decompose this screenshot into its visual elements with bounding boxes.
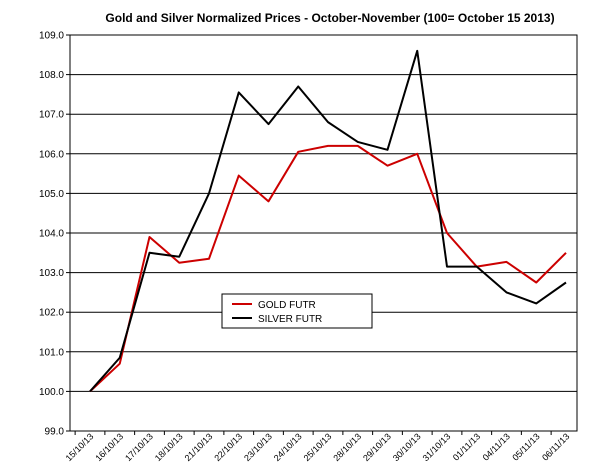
- x-tick-label: 06/11/13: [540, 431, 571, 462]
- x-tick-label: 04/11/13: [481, 431, 512, 462]
- series-lines: [89, 49, 567, 393]
- legend-box: [221, 293, 373, 329]
- y-tick-label: 105.0: [39, 189, 64, 200]
- x-tick-label: 01/11/13: [451, 431, 482, 462]
- y-tick-label: 108.0: [39, 70, 64, 81]
- x-tick-label: 31/10/13: [421, 431, 453, 463]
- x-tick-label: 25/10/13: [302, 431, 334, 463]
- x-tick-label: 18/10/13: [153, 431, 185, 463]
- x-tick-label: 28/10/13: [331, 431, 363, 463]
- x-tick-label: 15/10/13: [64, 431, 96, 463]
- legend-label-silver: SILVER FUTR: [258, 314, 322, 325]
- y-tick-label: 99.0: [45, 427, 65, 438]
- y-tick-label: 104.0: [39, 229, 64, 240]
- y-axis: 99.0 100.0 101.0 102.0 103.0 104.0 105.0 106.0 1…: [39, 31, 70, 438]
- x-axis: 15/10/1316/10/1317/10/1318/10/1321/10/13…: [64, 431, 571, 463]
- series-line-silver: [89, 49, 567, 393]
- x-tick-label: 22/10/13: [212, 431, 244, 463]
- x-tick-label: 16/10/13: [93, 431, 125, 463]
- y-tick-label: 106.0: [39, 149, 64, 160]
- series-line-gold: [89, 144, 567, 393]
- legend: GOLD FUTR SILVER FUTR: [221, 293, 373, 329]
- y-tick-label: 102.0: [39, 308, 64, 319]
- y-tick-label: 107.0: [39, 110, 64, 121]
- x-tick-label: 29/10/13: [361, 431, 393, 463]
- chart-title: Gold and Silver Normalized Prices - Octo…: [105, 11, 554, 25]
- gridlines: [70, 74, 577, 392]
- x-tick-label: 21/10/13: [183, 431, 215, 463]
- x-tick-label: 17/10/13: [123, 431, 155, 463]
- x-tick-label: 30/10/13: [391, 431, 423, 463]
- y-tick-label: 100.0: [39, 387, 64, 398]
- legend-label-gold: GOLD FUTR: [258, 300, 316, 311]
- x-tick-label: 05/11/13: [510, 431, 541, 462]
- x-tick-label: 24/10/13: [272, 431, 304, 463]
- x-tick-label: 23/10/13: [242, 431, 274, 463]
- y-tick-label: 103.0: [39, 268, 64, 279]
- y-tick-label: 109.0: [39, 31, 64, 42]
- y-tick-label: 101.0: [39, 347, 64, 358]
